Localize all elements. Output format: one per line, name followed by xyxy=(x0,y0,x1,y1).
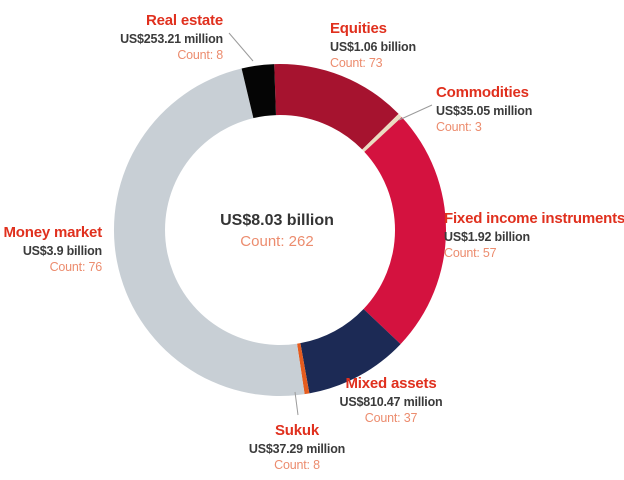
category-value: US$810.47 million xyxy=(339,395,443,409)
donut-segment-mixed-assets[interactable] xyxy=(300,309,401,394)
category-count: Count: 8 xyxy=(177,48,223,62)
label-equities: Equities US$1.06 billion Count: 73 xyxy=(330,20,416,71)
label-real-estate: Real estate US$253.21 million Count: 8 xyxy=(120,12,223,63)
category-name: Fixed income instruments xyxy=(444,210,624,227)
label-mixed-assets: Mixed assets US$810.47 million Count: 37 xyxy=(340,375,443,426)
leader-line-real-estate xyxy=(228,32,254,62)
donut-segment-sukuk[interactable] xyxy=(297,343,310,395)
category-name: Equities xyxy=(330,20,387,37)
category-value: US$3.9 billion xyxy=(22,244,102,258)
category-name: Real estate xyxy=(145,12,223,29)
donut-segment-fixed-income[interactable] xyxy=(363,117,447,345)
total-value: US$8.03 billion xyxy=(220,212,334,229)
donut-segments xyxy=(113,63,447,397)
category-name: Money market xyxy=(3,224,103,241)
category-name: Sukuk xyxy=(274,422,319,439)
category-value: US$253.21 million xyxy=(120,32,223,46)
donut-segment-real-estate[interactable] xyxy=(241,64,276,119)
category-value: US$37.29 million xyxy=(248,442,346,456)
category-count: Count: 8 xyxy=(274,458,320,472)
center-total: US$8.03 billion Count: 262 xyxy=(220,211,334,251)
leader-line-commodities xyxy=(398,104,433,121)
category-value: US$1.92 billion xyxy=(444,230,530,244)
category-count: Count: 76 xyxy=(49,260,103,274)
category-count: Count: 37 xyxy=(364,411,418,425)
donut-segment-equities[interactable] xyxy=(274,63,399,150)
category-name: Commodities xyxy=(436,84,529,101)
label-sukuk: Sukuk US$37.29 million Count: 8 xyxy=(249,422,345,473)
total-count: Count: 262 xyxy=(240,233,314,250)
donut-segment-commodities[interactable] xyxy=(362,113,402,152)
category-name: Mixed assets xyxy=(345,375,437,392)
category-count: Count: 57 xyxy=(444,246,497,260)
category-count: Count: 3 xyxy=(436,120,482,134)
label-money-market: Money market US$3.9 billion Count: 76 xyxy=(3,224,103,275)
category-value: US$1.06 billion xyxy=(330,40,416,54)
label-fixed-income-instruments: Fixed income instruments US$1.92 billion… xyxy=(444,210,624,261)
leader-line-sukuk xyxy=(294,391,299,416)
label-commodities: Commodities US$35.05 million Count: 3 xyxy=(436,84,532,135)
donut-segment-money-market[interactable] xyxy=(113,68,305,397)
category-count: Count: 73 xyxy=(330,56,383,70)
category-value: US$35.05 million xyxy=(436,104,533,118)
